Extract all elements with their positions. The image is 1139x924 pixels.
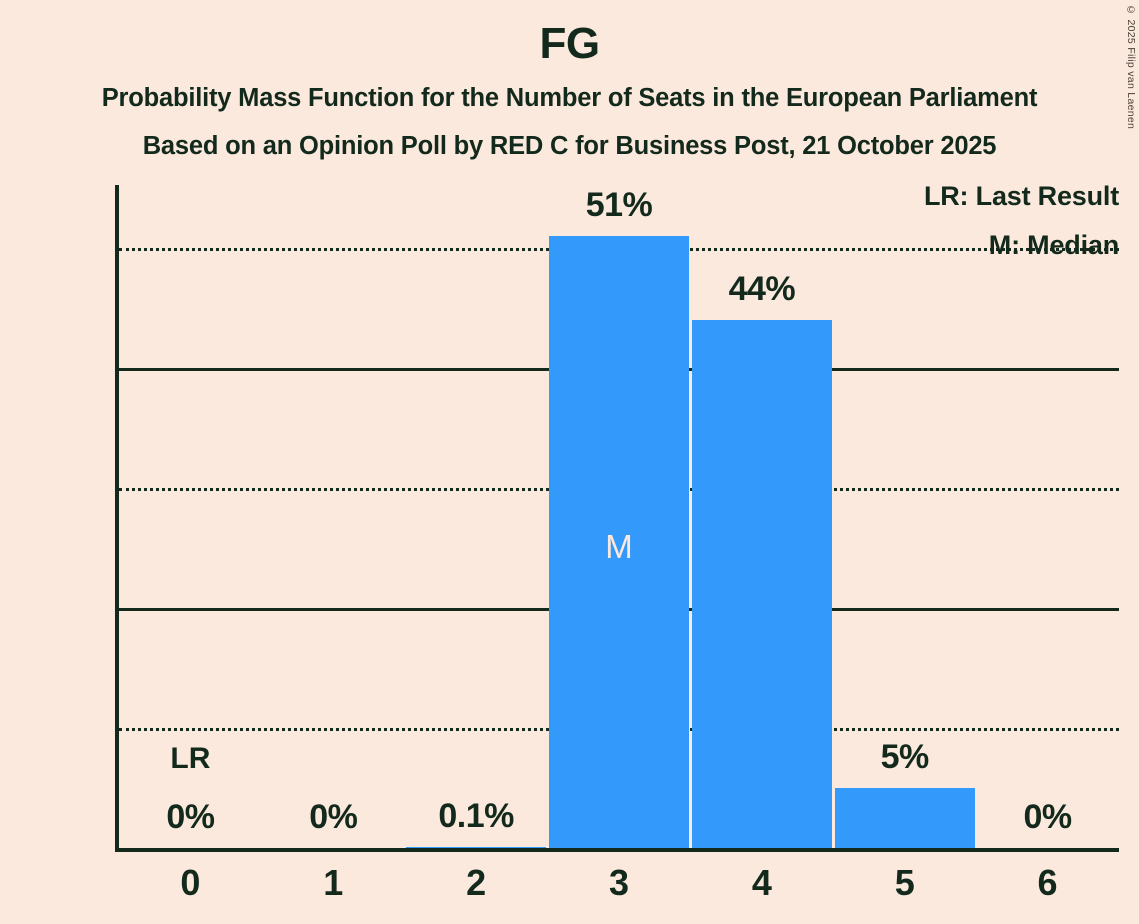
x-axis-tick-label: 3 xyxy=(608,862,629,903)
bar-value-label: 44% xyxy=(728,270,796,308)
median-marker: M xyxy=(605,528,633,565)
bar-slot[interactable]: 51% M xyxy=(549,185,689,848)
bar[interactable] xyxy=(691,320,832,848)
x-axis-tick-label: 1 xyxy=(323,862,344,903)
legend-item-median: M: Median xyxy=(988,230,1119,260)
bar[interactable] xyxy=(834,788,975,848)
bar-value-label: 51% xyxy=(585,186,653,224)
page-title: FG xyxy=(539,19,600,68)
bar-value-label: 0% xyxy=(309,798,358,836)
y-axis-line xyxy=(115,185,119,850)
x-axis-tick-label: 4 xyxy=(751,862,772,903)
title-block: FG Probability Mass Function for the Num… xyxy=(0,0,1139,159)
x-axis-tick-label: 0 xyxy=(180,862,201,903)
x-axis-tick-label: 6 xyxy=(1037,862,1058,903)
chart-legend: LR: Last Result M: Median xyxy=(699,183,1119,259)
bar[interactable] xyxy=(549,236,689,848)
x-axis-tick-labels: 0 1 2 3 4 5 6 xyxy=(119,865,1119,915)
legend-item-last-result: LR: Last Result xyxy=(923,181,1119,211)
chart-source-line: Based on an Opinion Poll by RED C for Bu… xyxy=(142,131,997,160)
chart-subtitle: Probability Mass Function for the Number… xyxy=(101,84,1038,112)
bar-slot[interactable]: 0.1% xyxy=(406,185,547,848)
plot-area: 20%40% 0%LR0%0.1%51%M44%5%0% xyxy=(115,185,1119,852)
bar[interactable] xyxy=(406,846,547,848)
bars-group: 0% LR 0% 0.1% 51% M 44% 5% 0% xyxy=(119,185,1119,848)
bar-slot[interactable]: 0% LR xyxy=(121,185,261,848)
bar-slot[interactable]: 0% xyxy=(263,185,403,848)
bar-value-label: 5% xyxy=(880,738,930,776)
copyright-notice: © 2025 Filip van Laenen xyxy=(1125,4,1137,130)
bar-value-label: 0% xyxy=(1023,798,1072,836)
bar-slot[interactable]: 0% xyxy=(978,185,1118,848)
bar-slot[interactable]: 5% xyxy=(834,185,975,848)
last-result-marker: LR xyxy=(170,742,211,775)
bar-value-label: 0% xyxy=(166,798,215,836)
bar-slot[interactable]: 44% xyxy=(691,185,832,848)
x-axis-tick-label: 2 xyxy=(466,862,487,903)
x-axis-tick-label: 5 xyxy=(894,862,915,903)
bar-value-label: 0.1% xyxy=(438,796,514,835)
x-axis-line xyxy=(115,848,1119,852)
